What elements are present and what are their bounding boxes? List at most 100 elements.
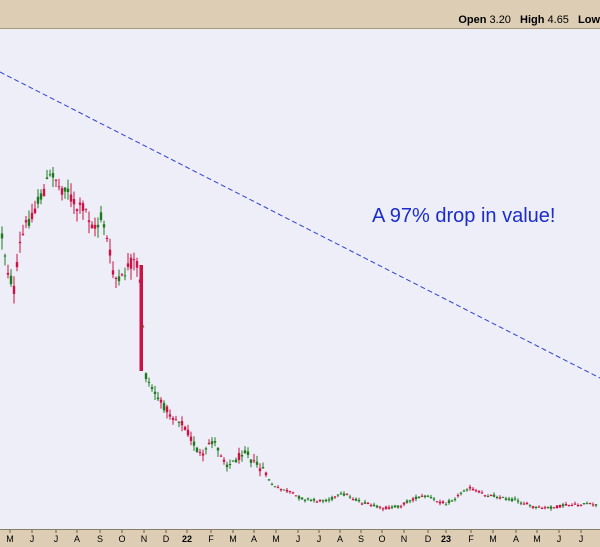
candle-up	[462, 490, 466, 492]
candle-down	[171, 418, 175, 420]
candle-up	[534, 507, 538, 508]
candle-up	[282, 489, 286, 491]
candle-down	[168, 414, 172, 417]
candle-up	[528, 504, 532, 506]
x-tick-label: A	[513, 534, 519, 544]
open-value: 3.20	[489, 14, 511, 26]
candle-up	[312, 499, 316, 501]
candle-up	[267, 479, 271, 481]
x-tick-label: D	[163, 534, 170, 544]
candle-up	[45, 177, 49, 180]
x-tick-label: M	[489, 534, 497, 544]
candle-down	[474, 490, 478, 492]
candle-up	[255, 461, 259, 465]
candle-up	[354, 498, 358, 501]
candle-up	[582, 503, 586, 505]
candle-down	[522, 503, 526, 505]
candle-up	[48, 174, 52, 176]
candle-up	[393, 505, 397, 508]
candle-down	[57, 186, 61, 188]
candle-down	[570, 505, 574, 506]
candle-up	[147, 381, 151, 383]
candle-down	[78, 202, 82, 205]
candle-down	[120, 274, 124, 276]
candle-up	[162, 402, 166, 411]
x-tick-label: N	[141, 534, 148, 544]
candle-up	[156, 397, 160, 400]
candle-up	[234, 459, 238, 463]
candle-down	[33, 208, 37, 213]
candle-up	[66, 188, 70, 193]
candle-up	[243, 450, 247, 454]
candle-up	[405, 500, 409, 503]
candle-up	[261, 467, 265, 469]
candle-down	[159, 399, 163, 403]
candle-up	[153, 391, 157, 394]
candle-up	[495, 497, 499, 498]
candle-down	[174, 419, 178, 421]
high-value: 4.65	[547, 14, 569, 26]
candle-down	[84, 208, 88, 210]
candle-down	[252, 460, 256, 462]
candle-up	[213, 441, 217, 443]
candle-down	[525, 502, 529, 505]
candle-up	[375, 505, 379, 508]
candle-up	[63, 187, 67, 192]
candle-up	[408, 500, 412, 502]
candle-up	[339, 493, 343, 495]
candle-up	[363, 502, 367, 504]
open-label: Open	[458, 14, 487, 26]
candle-down	[75, 209, 79, 211]
candle-down	[591, 504, 595, 506]
candle-up	[426, 495, 430, 497]
candle-down	[291, 492, 295, 494]
plot-area	[0, 29, 600, 529]
candle-down	[60, 188, 64, 195]
x-tick-label: M	[6, 534, 14, 544]
candle-down	[207, 443, 211, 445]
candle-up	[429, 497, 433, 499]
candle-up	[453, 498, 457, 500]
candle-down	[15, 262, 19, 268]
candle-down	[384, 506, 388, 509]
x-axis	[0, 529, 600, 547]
candle-down	[381, 508, 385, 510]
candle-up	[177, 421, 181, 423]
x-tick-label: S	[97, 534, 103, 544]
candle-up	[357, 500, 361, 502]
quote-readout: Open 3.20 High 4.65 Low	[458, 14, 600, 26]
candle-down	[438, 501, 442, 504]
candle-down	[498, 497, 502, 499]
candle-up	[447, 500, 451, 503]
candle-down	[201, 453, 205, 456]
candle-down	[198, 452, 202, 453]
candle-up	[0, 233, 4, 239]
candle-up	[342, 493, 346, 496]
x-tick-label: A	[251, 534, 257, 544]
x-tick-label: J	[54, 534, 59, 544]
candle-up	[270, 484, 274, 486]
candle-up	[300, 497, 304, 500]
candle-up	[27, 218, 31, 226]
candle-up	[432, 498, 436, 500]
high-label: High	[520, 14, 545, 26]
candle-up	[513, 498, 517, 500]
candle-down	[294, 495, 298, 497]
candle-up	[273, 486, 277, 488]
x-tick-label: O	[118, 534, 125, 544]
candle-up	[144, 373, 148, 380]
candle-down	[87, 220, 91, 223]
candle-down	[471, 488, 475, 491]
candle-down	[237, 453, 241, 460]
candle-up	[123, 275, 127, 277]
candle-down	[360, 503, 364, 505]
candle-down	[402, 502, 406, 505]
candle-down	[126, 263, 130, 267]
candle-down	[468, 486, 472, 489]
candle-up	[150, 387, 154, 389]
candle-down	[567, 504, 571, 506]
candle-down	[18, 241, 22, 244]
candle-up	[414, 496, 418, 499]
candle-down	[543, 507, 547, 509]
